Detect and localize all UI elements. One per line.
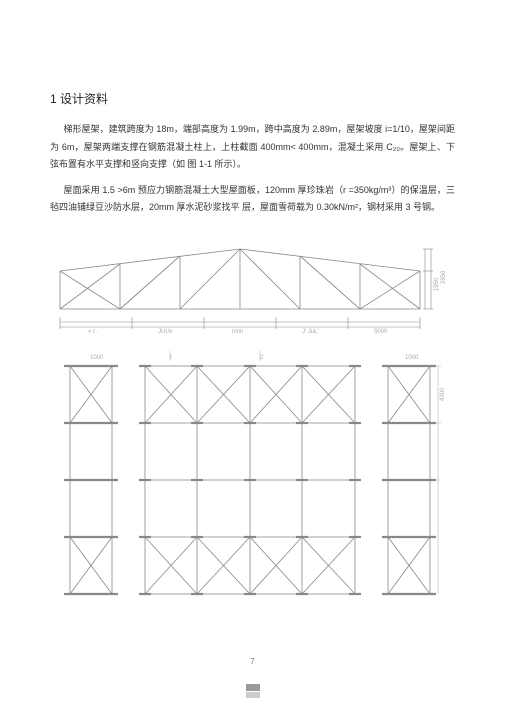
plan-dim-tl: 1000 [90,355,104,361]
page-number: 7 [250,657,254,666]
paragraph-2: 屋面采用 1.5 >6m 预应力钢筋混凝土大型屋面板，120mm 厚珍珠岩（r … [50,182,455,217]
truss-dim-4: 5000 [374,329,388,335]
truss-dim-3: J' JuL' [302,329,319,335]
paragraph-1: 梯形屋架，建筑跨度为 18m，端部高度为 1.99m，跨中高度为 2.89m，屋… [50,121,455,174]
plan-dim-tr: 1000 [405,355,419,361]
plan-col2: 2 [260,355,264,361]
truss-dim-1: JUUv [158,329,173,335]
svg-text:4300: 4300 [440,387,446,401]
truss-right-dim-top: 1950 [434,277,440,291]
truss-elevation-figure: 1950 2850 « r . JUUv innn J' JuL' 5000 [50,229,455,339]
plan-layout-figure: 1000 1000 I 2 [50,351,455,606]
plan-col1: I [170,355,172,361]
section-heading: 1 设计资料 [50,90,455,107]
footer-decoration [246,684,260,698]
truss-dim-2: innn [232,329,243,335]
truss-dim-0: « r . [88,329,99,335]
truss-right-dim-mid: 2850 [441,270,447,284]
